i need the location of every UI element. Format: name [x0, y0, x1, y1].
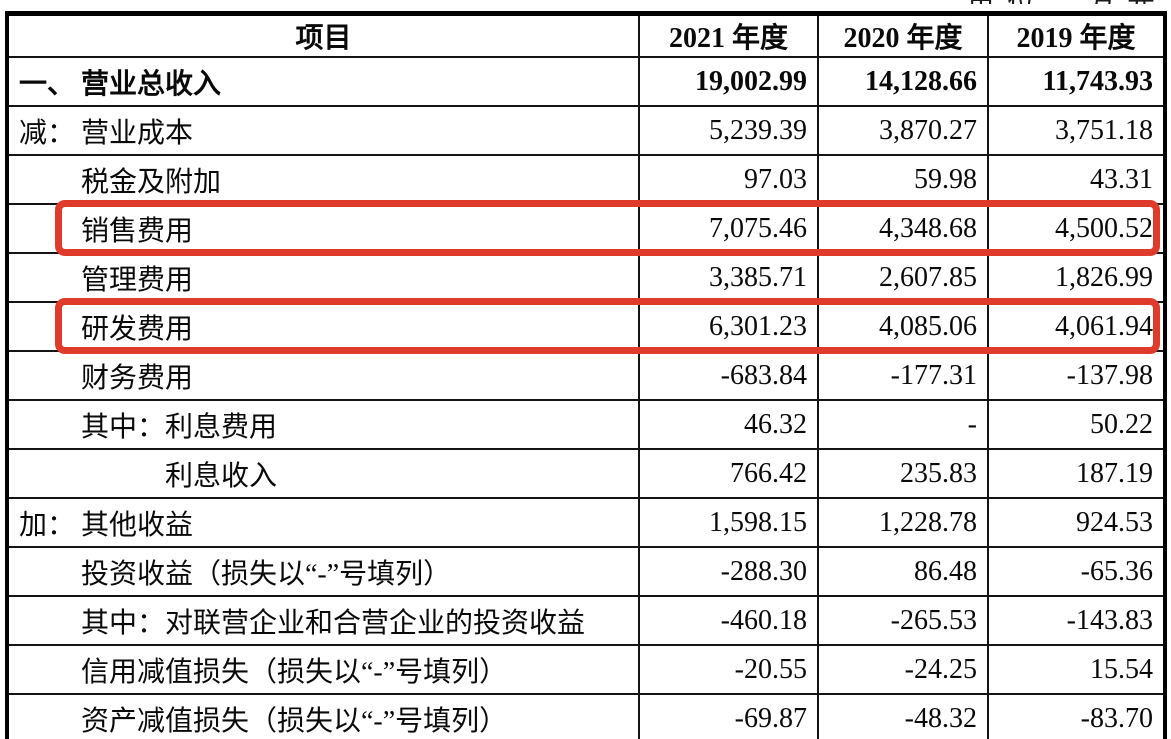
row-label: 财务费用 [81, 362, 194, 394]
value-cell: 3,751.18 [987, 105, 1166, 156]
row-label: 营业成本 [81, 117, 194, 149]
value-cell: 4,061.94 [987, 301, 1166, 352]
value-cell: 46.32 [638, 399, 819, 450]
row-label: 资产减值损失（损失以“-”号填列） [81, 705, 508, 737]
value-cell: 59.98 [817, 154, 989, 205]
value-cell: -288.30 [638, 546, 819, 597]
table-row: 一、 营业总收入 19,002.99 14,128.66 11,743.93 [6, 56, 1166, 107]
value-cell: -48.32 [817, 693, 989, 739]
item-label-cell: 信用减值损失（损失以“-”号填列） [6, 644, 640, 695]
row-prefix: 加： [19, 509, 76, 541]
table-row: 加： 其他收益 1,598.15 1,228.78 924.53 [6, 497, 1166, 548]
value-cell: 4,500.52 [987, 203, 1166, 254]
item-label-cell: 研发费用 [6, 301, 640, 352]
value-cell: 11,743.93 [987, 56, 1166, 107]
value-cell: 4,348.68 [817, 203, 989, 254]
value-cell: 19,002.99 [638, 56, 819, 107]
table-row: 利息收入 766.42 235.83 187.19 [6, 448, 1166, 499]
row-prefix: 减： [19, 117, 76, 149]
value-cell: 1,598.15 [638, 497, 819, 548]
row-label: 研发费用 [81, 313, 194, 345]
value-cell: -83.70 [987, 693, 1166, 739]
item-label-cell: 一、 营业总收入 [6, 56, 640, 107]
value-cell: 1,228.78 [817, 497, 989, 548]
header-row: 项目 2021 年度 2020 年度 2019 年度 [6, 12, 1166, 58]
row-prefix: 一、 [19, 68, 76, 100]
value-cell: -143.83 [987, 595, 1166, 646]
item-label-cell: 销售费用 [6, 203, 640, 254]
value-cell: - [817, 399, 989, 450]
value-cell: 2,607.85 [817, 252, 989, 303]
value-cell: -265.53 [817, 595, 989, 646]
item-label-cell: 减： 营业成本 [6, 105, 640, 156]
item-label-cell: 利息收入 [6, 448, 640, 499]
table-row: 研发费用 6,301.23 4,085.06 4,061.94 [6, 301, 1166, 352]
row-label: 管理费用 [81, 264, 194, 296]
table-body: 一、 营业总收入 19,002.99 14,128.66 11,743.93 减： 营业成本… [6, 56, 1166, 739]
value-cell: 14,128.66 [817, 56, 989, 107]
table-row: 税金及附加 97.03 59.98 43.31 [6, 154, 1166, 205]
column-header-year-2019: 2019 年度 [987, 12, 1166, 58]
value-cell: -69.87 [638, 693, 819, 739]
value-cell: -177.31 [817, 350, 989, 401]
financial-table-wrap: 项目 2021 年度 2020 年度 2019 年度 一、 营业总收入 19,002… [5, 11, 1167, 739]
table-row: 财务费用 -683.84 -177.31 -137.98 [6, 350, 1166, 401]
table-row: 资产减值损失（损失以“-”号填列） -69.87 -48.32 -83.70 [6, 693, 1166, 739]
value-cell: 235.83 [817, 448, 989, 499]
row-label: 其中：利息费用 [81, 411, 278, 443]
value-cell: 15.54 [987, 644, 1166, 695]
value-cell: 43.31 [987, 154, 1166, 205]
value-cell: -137.98 [987, 350, 1166, 401]
value-cell: 3,870.27 [817, 105, 989, 156]
cropped-unit-text: 单位：万元 [937, 0, 1167, 4]
value-cell: -65.36 [987, 546, 1166, 597]
cropped-unit-text-fragment: 单位：万元 [967, 0, 1167, 4]
value-cell: 97.03 [638, 154, 819, 205]
item-label-cell: 管理费用 [6, 252, 640, 303]
item-label-cell: 财务费用 [6, 350, 640, 401]
item-label-cell: 税金及附加 [6, 154, 640, 205]
row-label: 投资收益（损失以“-”号填列） [81, 558, 452, 590]
table-row: 减： 营业成本 5,239.39 3,870.27 3,751.18 [6, 105, 1166, 156]
item-label-cell: 加： 其他收益 [6, 497, 640, 548]
value-cell: 5,239.39 [638, 105, 819, 156]
table-row: 信用减值损失（损失以“-”号填列） -20.55 -24.25 15.54 [6, 644, 1166, 695]
value-cell: 50.22 [987, 399, 1166, 450]
value-cell: 924.53 [987, 497, 1166, 548]
column-header-item: 项目 [6, 12, 640, 58]
value-cell: -683.84 [638, 350, 819, 401]
column-header-year-2020: 2020 年度 [817, 12, 989, 58]
row-label: 销售费用 [81, 215, 194, 247]
row-label: 其中：对联营企业和合营企业的投资收益 [81, 607, 586, 639]
item-label-cell: 投资收益（损失以“-”号填列） [6, 546, 640, 597]
row-label: 营业总收入 [81, 68, 222, 100]
row-label: 其他收益 [81, 509, 194, 541]
value-cell: -24.25 [817, 644, 989, 695]
row-label: 税金及附加 [81, 166, 222, 198]
value-cell: 6,301.23 [638, 301, 819, 352]
value-cell: 1,826.99 [987, 252, 1166, 303]
item-label-cell: 资产减值损失（损失以“-”号填列） [6, 693, 640, 739]
income-statement-table: 项目 2021 年度 2020 年度 2019 年度 一、 营业总收入 19,002… [5, 11, 1167, 739]
table-row: 管理费用 3,385.71 2,607.85 1,826.99 [6, 252, 1166, 303]
row-label: 利息收入 [165, 460, 278, 492]
value-cell: 7,075.46 [638, 203, 819, 254]
table-row: 销售费用 7,075.46 4,348.68 4,500.52 [6, 203, 1166, 254]
value-cell: 187.19 [987, 448, 1166, 499]
row-label: 信用减值损失（损失以“-”号填列） [81, 656, 508, 688]
value-cell: 3,385.71 [638, 252, 819, 303]
item-label-cell: 其中：利息费用 [6, 399, 640, 450]
value-cell: 86.48 [817, 546, 989, 597]
table-row: 其中：对联营企业和合营企业的投资收益 -460.18 -265.53 -143.83 [6, 595, 1166, 646]
value-cell: 766.42 [638, 448, 819, 499]
value-cell: -460.18 [638, 595, 819, 646]
value-cell: 4,085.06 [817, 301, 989, 352]
column-header-year-2021: 2021 年度 [638, 12, 819, 58]
table-row: 投资收益（损失以“-”号填列） -288.30 86.48 -65.36 [6, 546, 1166, 597]
table-row: 其中：利息费用 46.32-50.22 [6, 399, 1166, 450]
item-label-cell: 其中：对联营企业和合营企业的投资收益 [6, 595, 640, 646]
value-cell: -20.55 [638, 644, 819, 695]
